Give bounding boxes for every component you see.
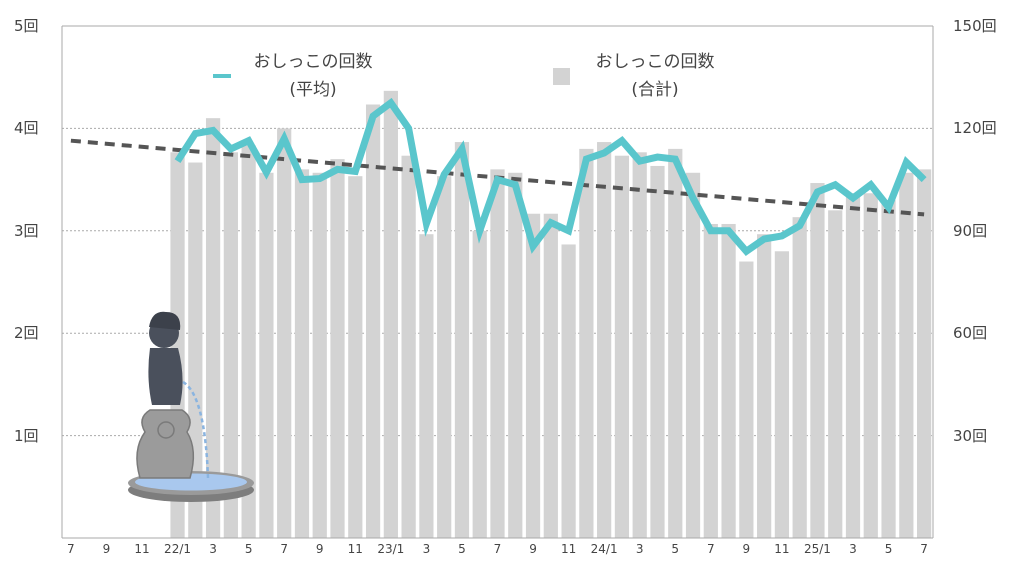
bar bbox=[614, 155, 630, 538]
bar bbox=[437, 176, 452, 539]
x-tick-label: 7 bbox=[920, 542, 928, 556]
legend-total-sublabel: (合計) bbox=[631, 80, 679, 100]
x-tick-label: 11 bbox=[134, 542, 150, 556]
bar bbox=[828, 210, 843, 538]
x-tick-label: 3 bbox=[635, 542, 644, 556]
y-right-tick-label: 30回 bbox=[953, 426, 988, 445]
bar bbox=[454, 142, 470, 538]
legend-total-label: おしっこの回数 bbox=[595, 52, 715, 72]
x-tick-label: 5 bbox=[244, 542, 253, 556]
bar bbox=[881, 200, 896, 538]
bar bbox=[419, 234, 434, 539]
x-tick-label: 5 bbox=[884, 542, 893, 556]
x-tick-label: 11 bbox=[560, 542, 577, 556]
legend-average-line-icon bbox=[213, 74, 231, 78]
bar bbox=[597, 142, 612, 538]
y-left-tick-label: 4回 bbox=[14, 119, 39, 138]
bar bbox=[312, 172, 327, 539]
bar bbox=[348, 176, 363, 539]
bar bbox=[668, 148, 683, 538]
bar bbox=[241, 145, 256, 538]
bar bbox=[561, 244, 576, 538]
bar bbox=[899, 172, 914, 539]
bar bbox=[721, 223, 736, 538]
x-tick-label: 25/1 bbox=[803, 542, 831, 556]
x-tick-label: 24/1 bbox=[590, 542, 618, 556]
y-left-tick-label: 1回 bbox=[14, 426, 39, 445]
x-tick-label: 23/1 bbox=[377, 542, 405, 556]
line-series-average bbox=[174, 97, 927, 256]
x-tick-label: 9 bbox=[529, 542, 537, 556]
bar bbox=[632, 152, 647, 538]
legend-average-sublabel: (平均) bbox=[289, 80, 337, 100]
x-tick-label: 5 bbox=[458, 542, 466, 556]
bar bbox=[259, 172, 274, 539]
y-right-tick-label: 120回 bbox=[953, 119, 997, 138]
legend-total: おしっこの回数 (合計) bbox=[580, 48, 730, 104]
bar bbox=[739, 261, 754, 538]
bar bbox=[205, 118, 221, 538]
bar bbox=[774, 251, 790, 538]
x-tick-label: 7 bbox=[67, 542, 75, 556]
bar bbox=[472, 230, 487, 539]
bar bbox=[365, 104, 381, 539]
bar bbox=[330, 159, 345, 538]
bar bbox=[757, 234, 772, 539]
bar bbox=[579, 148, 594, 538]
bar bbox=[490, 169, 505, 539]
x-tick-label: 5 bbox=[671, 542, 680, 556]
x-tick-label: 9 bbox=[102, 542, 111, 556]
x-tick-label: 11 bbox=[347, 542, 363, 556]
x-tick-label: 3 bbox=[209, 542, 217, 556]
x-tick-label: 9 bbox=[742, 542, 751, 556]
bar bbox=[223, 152, 238, 538]
y-left-tick-label: 3回 bbox=[14, 221, 39, 240]
bar bbox=[792, 217, 807, 538]
bar bbox=[383, 90, 398, 538]
x-tick-label: 9 bbox=[315, 542, 324, 556]
bar bbox=[277, 128, 292, 538]
legend-total-box-icon bbox=[553, 68, 570, 85]
legend-average: おしっこの回数 (平均) bbox=[238, 48, 388, 104]
bar bbox=[401, 155, 416, 538]
legend-average-label: おしっこの回数 bbox=[253, 52, 373, 72]
y-right-tick-label: 60回 bbox=[953, 324, 988, 343]
y-right-tick-label: 90回 bbox=[953, 221, 988, 240]
bar bbox=[525, 213, 541, 538]
bar bbox=[917, 169, 932, 539]
bar bbox=[508, 172, 523, 539]
bar bbox=[685, 172, 701, 539]
bar bbox=[863, 193, 878, 538]
bar bbox=[703, 223, 718, 538]
y-left-tick-label: 2回 bbox=[14, 324, 39, 343]
x-tick-label: 7 bbox=[280, 542, 289, 556]
x-tick-label: 11 bbox=[774, 542, 790, 556]
axes bbox=[61, 25, 934, 539]
x-tick-label: 3 bbox=[422, 542, 431, 556]
fountain-statue-illustration bbox=[128, 311, 254, 502]
x-tick-label: 7 bbox=[706, 542, 715, 556]
bar bbox=[845, 193, 861, 538]
y-right-tick-label: 150回 bbox=[953, 17, 997, 35]
x-tick-label: 7 bbox=[493, 542, 502, 556]
bar bbox=[543, 213, 558, 538]
bar-series-total bbox=[170, 90, 932, 539]
y-left-tick-label: 5回 bbox=[14, 17, 39, 35]
bar bbox=[650, 165, 665, 539]
x-tick-label: 3 bbox=[849, 542, 857, 556]
bar bbox=[810, 183, 825, 538]
bar bbox=[294, 169, 310, 539]
x-tick-label: 22/1 bbox=[164, 542, 192, 556]
